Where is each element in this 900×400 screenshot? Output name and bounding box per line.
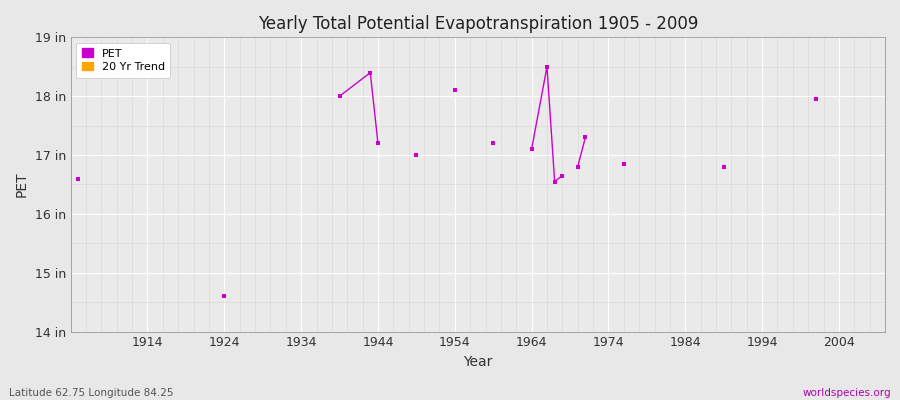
Point	[447, 87, 462, 94]
Point	[486, 140, 500, 146]
Point	[578, 134, 592, 140]
Text: worldspecies.org: worldspecies.org	[803, 388, 891, 398]
Point	[363, 70, 377, 76]
Point	[616, 161, 631, 167]
Point	[332, 93, 347, 99]
Point	[571, 164, 585, 170]
Point	[555, 172, 570, 179]
Legend: PET, 20 Yr Trend: PET, 20 Yr Trend	[76, 43, 170, 78]
Title: Yearly Total Potential Evapotranspiration 1905 - 2009: Yearly Total Potential Evapotranspiratio…	[257, 15, 698, 33]
Point	[410, 152, 424, 158]
X-axis label: Year: Year	[464, 355, 492, 369]
Point	[217, 293, 231, 300]
Text: Latitude 62.75 Longitude 84.25: Latitude 62.75 Longitude 84.25	[9, 388, 174, 398]
Point	[540, 64, 554, 70]
Point	[547, 178, 562, 185]
Point	[716, 164, 731, 170]
Point	[809, 96, 824, 102]
Y-axis label: PET: PET	[15, 172, 29, 197]
Point	[525, 146, 539, 152]
Point	[371, 140, 385, 146]
Point	[71, 175, 86, 182]
